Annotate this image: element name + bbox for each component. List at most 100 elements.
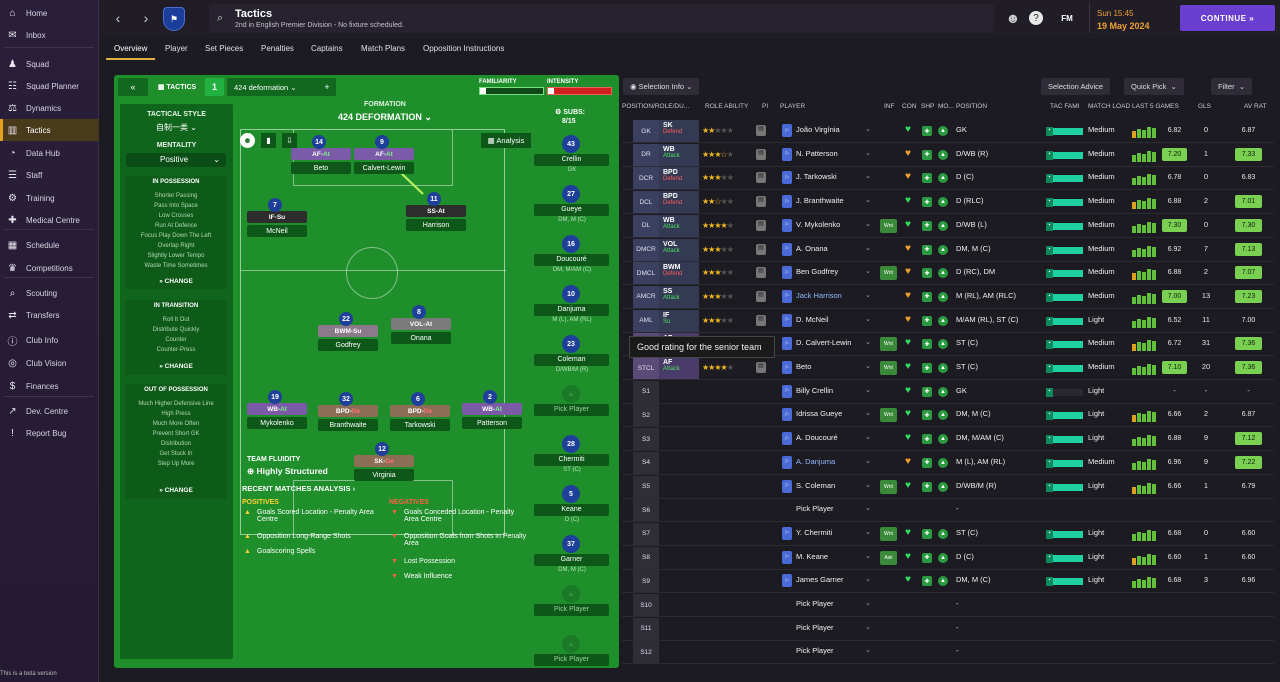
tab-opposition-instructions[interactable]: Opposition Instructions xyxy=(423,44,505,53)
sub-name[interactable]: Keane xyxy=(534,504,609,516)
column-header[interactable]: MO... xyxy=(938,103,954,110)
table-row[interactable]: DR WB Attack ★★★☆★ ▤ ⚐ N. Patterson ⌄ ♥ ✚ ▲ ▪ D/WB (… xyxy=(622,143,1274,167)
table-row[interactable]: DCL BPD Defend ★★☆★★ ▤ ⚐ J. Branthwaite ⌄ ♥ ✚ ▲ ▪ D … xyxy=(622,191,1274,215)
position-cell[interactable]: DCL xyxy=(633,191,659,214)
player-name[interactable]: Virginia xyxy=(354,469,414,481)
change-button[interactable]: » CHANGE xyxy=(159,278,193,285)
pitch-player[interactable]: 8 VOL - At Onana xyxy=(391,305,451,344)
player-name[interactable]: M. Keane xyxy=(796,551,829,561)
tab-set-pieces[interactable]: Set Pieces xyxy=(205,44,244,53)
position-cell[interactable]: AMCR xyxy=(633,285,659,308)
role-cell[interactable] xyxy=(659,618,699,640)
position-cell[interactable]: S6 xyxy=(633,499,659,522)
chevron-down-icon[interactable]: ⌄ xyxy=(865,528,871,536)
chevron-down-icon[interactable]: ⌄ xyxy=(865,220,871,228)
column-header[interactable]: SHP xyxy=(921,103,935,110)
pitch-player[interactable]: 9 AF - At Calvert-Lewin xyxy=(354,135,414,174)
position-cell[interactable]: AML xyxy=(633,309,659,332)
pitch-player[interactable]: 6 BPD - De Tarkowski xyxy=(390,392,450,431)
column-header[interactable]: MATCH LOAD xyxy=(1088,103,1131,110)
column-header[interactable]: GLS xyxy=(1198,103,1212,110)
formation-select[interactable]: 424 DEFORMATION ⌄ xyxy=(338,112,432,122)
sidebar-item-data-hub[interactable]: ◔ Data Hub xyxy=(0,142,99,164)
column-header[interactable]: INF xyxy=(884,103,895,110)
tab-captains[interactable]: Captains xyxy=(311,44,343,53)
player-role[interactable]: SK - De xyxy=(354,455,414,467)
table-row[interactable]: DMCR VOL Attack ★★★★★ ▤ ⚐ A. Onana ⌄ ♥ ✚ ▲ ▪ DM, M (… xyxy=(622,238,1274,262)
tab-overview[interactable]: Overview xyxy=(105,41,156,60)
player-name[interactable]: Mykolenko xyxy=(247,417,307,429)
player-instructions-icon[interactable]: ▤ xyxy=(756,125,766,136)
position-cell[interactable]: DL xyxy=(633,214,659,237)
download-icon[interactable]: ⇩ xyxy=(282,133,297,148)
player-name[interactable]: Onana xyxy=(391,332,451,344)
sub-name[interactable]: Garner xyxy=(534,554,609,566)
fluidity-value[interactable]: ⊕ Highly Structured xyxy=(247,466,328,476)
role-cell[interactable] xyxy=(659,452,699,474)
sub-slot[interactable]: 43 Crellin GK xyxy=(532,135,612,181)
sub-slot[interactable]: 28 Chermiti ST (C) xyxy=(532,435,612,481)
sidebar-item-club-vision[interactable]: ◎ Club Vision xyxy=(0,352,99,374)
chevron-down-icon[interactable]: ⌄ xyxy=(865,434,871,442)
sidebar-item-schedule[interactable]: ▦ Schedule xyxy=(0,234,99,256)
table-row[interactable]: S5 ⚐ S. Coleman ⌄ Wnt ♥ ✚ ▲ ▪ D/WB/M (R) Light 6.66… xyxy=(622,475,1274,499)
player-role[interactable]: SS - At xyxy=(406,205,466,217)
out-possession-box[interactable]: OUT OF POSSESSION Much Higher Defensive … xyxy=(126,384,226,499)
chevron-down-icon[interactable]: ⌄ xyxy=(865,457,871,465)
player-instructions-icon[interactable]: ▤ xyxy=(756,148,766,160)
chevron-down-icon[interactable]: ⌄ xyxy=(865,623,871,631)
player-name[interactable]: Jack Harrison xyxy=(796,290,842,300)
chevron-down-icon[interactable]: ⌄ xyxy=(865,244,871,252)
pitch-player[interactable]: 32 BPD - De Branthwaite xyxy=(318,392,378,431)
chevron-down-icon[interactable]: ⌄ xyxy=(865,576,871,584)
header-box[interactable]: ⌕ Tactics 2nd in English Premier Divisio… xyxy=(209,4,994,33)
role-cell[interactable]: VOL Attack xyxy=(659,238,699,261)
role-cell[interactable] xyxy=(659,547,699,569)
sidebar-item-squad[interactable]: ♟ Squad xyxy=(0,53,99,75)
position-cell[interactable]: DR xyxy=(633,143,659,166)
pitch-player[interactable]: 7 IF - Su McNeil xyxy=(247,198,307,237)
table-row[interactable]: S9 ⚐ James Garner ⌄ ♥ ✚ ▲ ▪ DM, M (C) Light 6.68 3 6… xyxy=(622,570,1274,594)
sidebar-item-squad-planner[interactable]: ☷ Squad Planner xyxy=(0,75,99,97)
player-role[interactable]: BWM - Su xyxy=(318,325,378,337)
table-row[interactable]: STCL AF Attack ★★★★★ ▤ ⚐ Beto ⌄ Wnt ♥ ✚ ▲ ▪ ST (C) Med… xyxy=(622,357,1274,380)
player-role[interactable]: WB - At xyxy=(462,403,522,415)
position-cell[interactable]: DCR xyxy=(633,167,659,190)
player-instructions-icon[interactable]: ▤ xyxy=(756,219,766,231)
sidebar-item-inbox[interactable]: ✉ Inbox xyxy=(0,24,99,46)
sub-name[interactable]: Crellin xyxy=(534,154,609,166)
player-name[interactable]: V. Mykolenko xyxy=(796,219,841,229)
position-cell[interactable]: S8 xyxy=(633,546,659,569)
recent-analysis-link[interactable]: RECENT MATCHES ANALYSIS › xyxy=(242,484,356,493)
player-name[interactable]: Calvert-Lewin xyxy=(354,162,414,174)
player-name[interactable]: Beto xyxy=(291,162,351,174)
column-header[interactable]: ROLE ABILITY xyxy=(705,103,749,110)
player-name[interactable]: Idrissa Gueye xyxy=(796,409,843,419)
sub-name[interactable]: Doucouré xyxy=(534,254,609,266)
table-row[interactable]: AMCR SS Attack ★★★★★ ▤ ⚐ Jack Harrison ⌄ ♥ ✚ ▲ ▪ M (… xyxy=(622,285,1274,309)
role-cell[interactable]: WB Attack xyxy=(659,143,699,166)
sub-name[interactable]: Pick Player xyxy=(534,654,609,666)
position-cell[interactable]: DMCL xyxy=(633,262,659,285)
position-cell[interactable]: S4 xyxy=(633,451,659,474)
column-header[interactable]: TAC FAMI xyxy=(1050,103,1080,110)
player-instructions-icon[interactable]: ▤ xyxy=(756,362,766,373)
table-row[interactable]: S8 ⚐ M. Keane ⌄ Ask ♥ ✚ ▲ ▪ D (C) Light 6.60 1 6.60 xyxy=(622,546,1274,570)
chevron-down-icon[interactable]: ⌄ xyxy=(865,647,871,655)
position-cell[interactable]: S11 xyxy=(633,617,659,640)
player-name[interactable]: A. Danjuma xyxy=(796,456,836,466)
player-name[interactable]: A. Onana xyxy=(796,243,828,253)
player-name[interactable]: J. Tarkowski xyxy=(796,172,837,182)
player-name[interactable]: Ben Godfrey xyxy=(796,267,839,277)
player-name[interactable]: Pick Player xyxy=(796,504,834,514)
back-button[interactable]: ‹ xyxy=(115,10,121,26)
chevron-down-icon[interactable]: ⌄ xyxy=(865,552,871,560)
player-name[interactable]: Y. Chermiti xyxy=(796,527,833,537)
fm-logo-icon[interactable]: FM xyxy=(1061,13,1073,23)
sidebar-item-medical-centre[interactable]: ✚ Medical Centre xyxy=(0,209,99,231)
role-cell[interactable] xyxy=(659,404,699,426)
forward-button[interactable]: › xyxy=(143,10,149,26)
player-name[interactable]: Pick Player xyxy=(796,646,834,656)
role-cell[interactable] xyxy=(659,499,699,521)
column-header[interactable]: CON xyxy=(902,103,917,110)
